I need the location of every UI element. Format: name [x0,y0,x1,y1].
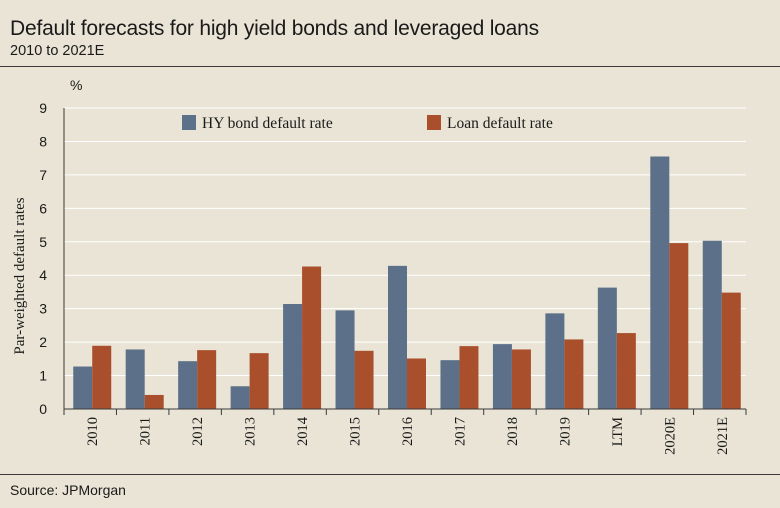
loan-bar [302,266,322,409]
y-tick-label: 3 [39,301,47,317]
hy-bond-bar [178,361,198,409]
x-tick-label: 2017 [452,417,468,446]
x-tick-label: 2015 [348,417,364,446]
x-tick-label: 2013 [243,417,259,446]
chart-subtitle: 2010 to 2021E [10,43,105,59]
loan-bar [459,346,479,409]
hy-bond-bar [440,360,460,409]
loan-bar [92,345,112,409]
legend-label-loan: Loan default rate [447,115,553,132]
y-axis-title: Par-weighted default rates [12,197,28,354]
x-tick-label: 2016 [400,417,416,446]
hy-bond-bar [283,303,303,409]
x-tick-label: 2020E [662,417,678,455]
x-tick-label: 2021E [715,417,731,455]
y-tick-label: 6 [39,200,47,216]
y-tick-label: 4 [39,267,47,283]
loan-bar [721,292,741,409]
x-tick-label: 2011 [138,417,154,445]
y-tick-label: 7 [39,167,47,183]
hy-bond-bar [335,310,355,409]
legend-swatch-hy-bond [182,115,196,130]
hy-bond-bar [650,156,670,409]
loan-bar [669,243,689,409]
loan-bar [197,350,217,409]
loan-bar [249,353,269,409]
bar-chart: 0 1 2 3 4 5 6 7 8 9% Par-weighted default rates 201… [12,77,747,455]
x-tick-label: 2012 [190,417,206,446]
y-tick-label: 5 [39,234,47,250]
legend-swatch-loan [427,115,441,130]
hy-bond-bar [388,265,407,409]
hy-bond-bar [702,240,722,409]
y-tick-label: 0 [39,401,47,417]
loan-bar [354,350,374,409]
bottom-divider [0,474,780,475]
hy-bond-bar [492,344,512,409]
y-tick-label: 8 [39,133,47,149]
hy-bond-bar [597,287,617,409]
loan-bar [511,349,531,409]
legend: HY bond default rate Loan default rate [182,115,553,132]
x-tick-label: 2019 [557,417,573,446]
hy-bond-bar [230,386,250,409]
x-tick-label: 2018 [505,417,521,446]
hy-bond-bar [545,313,565,409]
hy-bond-bar [73,366,93,409]
chart-title: Default forecasts for high yield bonds a… [10,17,539,40]
loan-bar [407,358,426,409]
x-tick-label: 2014 [295,416,311,446]
legend-label-hy-bond: HY bond default rate [202,115,333,132]
source-note: Source: JPMorgan [10,482,126,498]
top-divider [0,66,780,67]
hy-bond-bar [125,349,145,409]
loan-bar [616,333,636,409]
axes: 0 1 2 3 4 5 6 7 8 9% Par-weighted default rates 201… [12,77,747,455]
x-tick-label: 2010 [85,417,101,446]
loan-bar [564,339,584,409]
y-tick-label: 2 [39,334,47,350]
loan-bar [144,394,164,409]
y-tick-label: 1 [39,368,47,384]
bars [73,156,741,409]
x-tick-label: LTM [610,417,626,446]
y-unit-label: % [70,77,82,93]
y-tick-label: 9 [39,100,47,116]
